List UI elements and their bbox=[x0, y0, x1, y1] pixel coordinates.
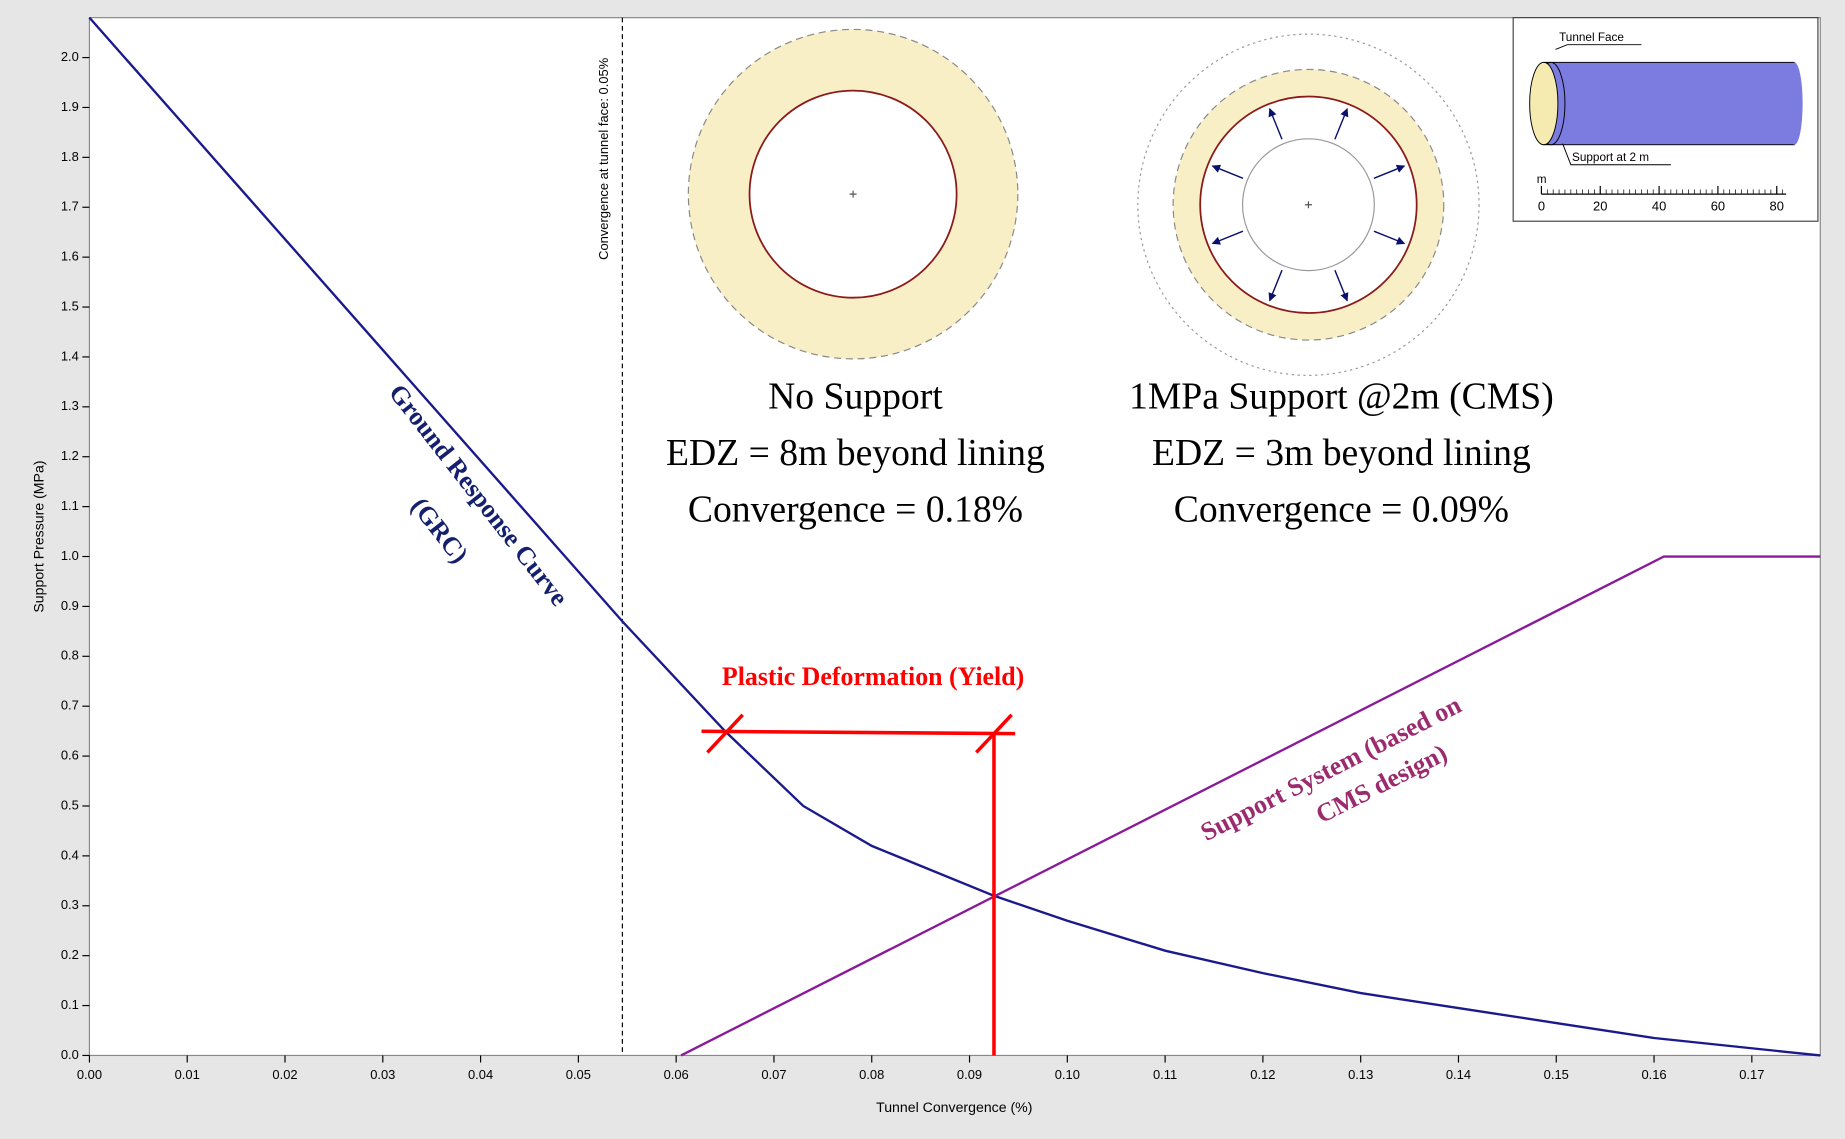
y-tick-label: 0.7 bbox=[61, 698, 79, 713]
y-tick-label: 1.8 bbox=[61, 149, 79, 164]
case-text: Convergence = 0.09% bbox=[1174, 489, 1509, 531]
x-tick-label: 0.09 bbox=[957, 1067, 982, 1082]
scale-tick-label: 40 bbox=[1652, 199, 1666, 214]
y-tick-label: 1.5 bbox=[61, 298, 79, 313]
inset-unit: m bbox=[1537, 173, 1547, 186]
scale-tick-label: 20 bbox=[1593, 199, 1607, 214]
x-tick-label: 0.17 bbox=[1739, 1067, 1764, 1082]
x-tick-label: 0.07 bbox=[761, 1067, 786, 1082]
tunnel-end bbox=[1786, 62, 1802, 144]
case-text: EDZ = 3m beyond lining bbox=[1152, 432, 1531, 474]
y-tick-label: 1.9 bbox=[61, 99, 79, 114]
page: {"chart_data": { "type": "line", "x_labe… bbox=[0, 0, 1845, 1139]
y-tick-label: 0.8 bbox=[61, 648, 79, 663]
y-tick-label: 1.0 bbox=[61, 548, 79, 563]
inset-label: Support at 2 m bbox=[1572, 151, 1649, 164]
x-tick-label: 0.00 bbox=[77, 1067, 102, 1082]
y-tick-label: 0.1 bbox=[61, 997, 79, 1012]
x-tick-label: 0.08 bbox=[859, 1067, 884, 1082]
y-tick-label: 1.2 bbox=[61, 448, 79, 463]
no-support-diagram bbox=[688, 29, 1017, 358]
y-tick-label: 1.6 bbox=[61, 249, 79, 264]
tunnel-body bbox=[1544, 62, 1795, 144]
chart: Tunnel Face Support at 2 m m 0 20 40 60 80 N… bbox=[0, 0, 1845, 1139]
case-text: Convergence = 0.18% bbox=[688, 489, 1023, 531]
annotation: Convergence at tunnel face: 0.05% bbox=[596, 57, 611, 260]
scale-tick-label: 60 bbox=[1711, 199, 1725, 214]
y-tick-label: 1.3 bbox=[61, 398, 79, 413]
x-tick-label: 0.04 bbox=[468, 1067, 493, 1082]
x-tick-label: 0.16 bbox=[1641, 1067, 1666, 1082]
inset: Tunnel Face Support at 2 m m 0 20 40 60 80 bbox=[1513, 18, 1818, 222]
y-tick-label: 0.6 bbox=[61, 748, 79, 763]
y-tick-label: 1.4 bbox=[61, 348, 79, 363]
inset-label: Tunnel Face bbox=[1559, 31, 1624, 44]
x-tick-label: 0.14 bbox=[1446, 1067, 1471, 1082]
x-axis-label: Tunnel Convergence (%) bbox=[876, 1099, 1032, 1115]
y-tick-label: 0.2 bbox=[61, 947, 79, 962]
tunnel-face bbox=[1530, 62, 1558, 144]
scale-tick-label: 80 bbox=[1770, 199, 1784, 214]
x-tick-label: 0.01 bbox=[175, 1067, 200, 1082]
x-tick-label: 0.13 bbox=[1348, 1067, 1373, 1082]
y-tick-label: 1.1 bbox=[61, 498, 79, 513]
y-axis-label: Support Pressure (MPa) bbox=[31, 460, 47, 612]
x-tick-label: 0.02 bbox=[272, 1067, 297, 1082]
annotation: Plastic Deformation (Yield) bbox=[722, 662, 1024, 691]
x-tick-label: 0.11 bbox=[1153, 1067, 1177, 1082]
scale-tick-label: 0 bbox=[1538, 199, 1545, 214]
x-tick-label: 0.06 bbox=[664, 1067, 689, 1082]
y-tick-label: 0.3 bbox=[61, 897, 79, 912]
y-tick-label: 2.0 bbox=[61, 49, 79, 64]
x-tick-label: 0.03 bbox=[370, 1067, 395, 1082]
case-text: 1MPa Support @2m (CMS) bbox=[1129, 376, 1554, 418]
y-tick-label: 0.0 bbox=[61, 1047, 79, 1062]
case-text: EDZ = 8m beyond lining bbox=[666, 432, 1045, 474]
y-tick-label: 1.7 bbox=[61, 199, 79, 214]
case-text: No Support bbox=[768, 376, 943, 418]
y-tick-label: 0.4 bbox=[61, 847, 79, 862]
x-tick-label: 0.15 bbox=[1544, 1067, 1569, 1082]
x-tick-label: 0.05 bbox=[566, 1067, 591, 1082]
y-tick-label: 0.9 bbox=[61, 598, 79, 613]
x-tick-label: 0.10 bbox=[1055, 1067, 1080, 1082]
x-tick-label: 0.12 bbox=[1250, 1067, 1275, 1082]
yield-line bbox=[702, 731, 1016, 733]
y-tick-label: 0.5 bbox=[61, 797, 79, 812]
